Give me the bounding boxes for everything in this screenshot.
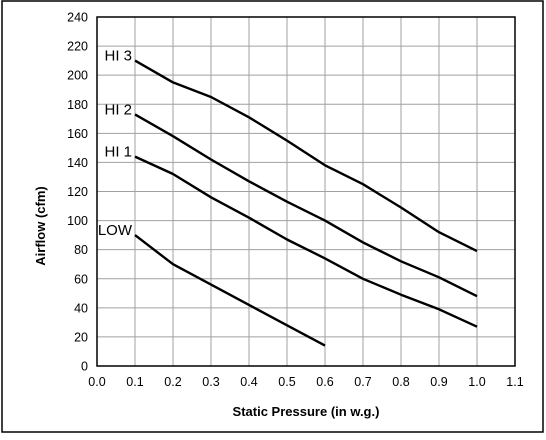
x-tick-label: 0.1 — [126, 375, 143, 389]
x-tick-label: 0.9 — [430, 375, 447, 389]
outer-frame — [1, 0, 544, 433]
y-tick-label: 100 — [67, 214, 88, 228]
x-axis-title: Static Pressure (in w.g.) — [233, 404, 380, 419]
series-label: HI 1 — [104, 144, 132, 161]
y-tick-label: 60 — [74, 272, 88, 286]
series-line-hi-1 — [134, 155, 478, 328]
series-label: LOW — [98, 222, 133, 239]
x-tick-label: 0.8 — [392, 375, 409, 389]
series-line-hi-3 — [134, 59, 478, 253]
y-tick-label: 220 — [67, 40, 88, 54]
x-tick-label: 0.7 — [354, 375, 371, 389]
x-tick-label: 1.0 — [468, 375, 485, 389]
y-tick-label: 0 — [81, 360, 88, 374]
tick-labels: 0.0 0.1 0.2 0.3 0.4 0.5 0.6 0.7 0.8 0.9 1.0 1.1 0 20 4… — [67, 11, 524, 390]
y-tick-label: 200 — [67, 69, 88, 83]
y-axis-title: Airflow (cfm) — [33, 186, 48, 265]
y-tick-label: 20 — [74, 330, 88, 344]
y-tick-label: 40 — [74, 301, 88, 315]
series-label: HI 3 — [104, 48, 132, 65]
x-tick-label: 1.1 — [506, 375, 523, 389]
y-tick-label: 80 — [74, 243, 88, 257]
y-tick-label: 140 — [67, 156, 88, 170]
x-tick-label: 0.6 — [316, 375, 333, 389]
series-line-low — [134, 234, 326, 347]
plot-area-border — [96, 16, 516, 367]
series-label: HI 2 — [104, 101, 132, 118]
x-tick-label: 0.2 — [164, 375, 181, 389]
x-tick-label: 0.3 — [202, 375, 219, 389]
y-tick-label: 160 — [67, 127, 88, 141]
series-line-hi-2 — [134, 113, 478, 298]
x-tick-label: 0.4 — [240, 375, 257, 389]
y-tick-label: 240 — [67, 11, 88, 25]
series-lines: HI 3 HI 2 HI 1 LOW — [98, 48, 478, 347]
x-tick-label: 0.5 — [278, 375, 295, 389]
x-tick-label: 0.0 — [88, 375, 105, 389]
y-tick-label: 180 — [67, 98, 88, 112]
y-tick-label: 120 — [67, 185, 88, 199]
